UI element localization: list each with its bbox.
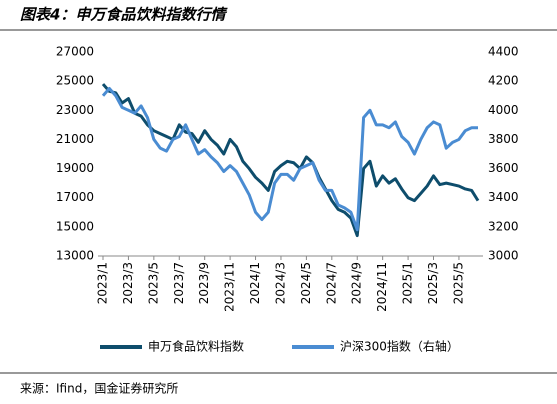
x-tick-label: 2024/11 — [375, 262, 389, 312]
legend-label: 沪深300指数（右轴） — [340, 339, 459, 354]
y-tick-label: 19000 — [56, 161, 94, 175]
x-tick-label: 2023/9 — [197, 262, 211, 304]
legend-label: 申万食品饮料指数 — [148, 339, 244, 354]
x-tick-label: 2025/1 — [401, 262, 415, 304]
x-tick-label: 2023/5 — [146, 262, 160, 304]
y-tick-label: 21000 — [56, 132, 94, 146]
x-tick-label: 2023/11 — [223, 262, 237, 312]
y2-tick-label: 4200 — [488, 74, 519, 88]
y-tick-label: 17000 — [56, 190, 94, 204]
y2-tick-label: 3400 — [488, 190, 519, 204]
y2-tick-label: 3800 — [488, 132, 519, 146]
x-tick-label: 2024/5 — [299, 262, 313, 304]
y-tick-label: 25000 — [56, 74, 94, 88]
x-tick-label: 2025/3 — [426, 262, 440, 304]
x-tick-label: 2023/1 — [96, 262, 110, 304]
y2-tick-label: 3600 — [488, 161, 519, 175]
y-tick-label: 13000 — [56, 249, 94, 263]
x-tick-label: 2024/3 — [273, 262, 287, 304]
y-tick-label: 27000 — [56, 45, 94, 59]
y-tick-label: 23000 — [56, 103, 94, 117]
x-tick-label: 2024/7 — [324, 262, 338, 304]
x-tick-label: 2025/5 — [451, 262, 465, 304]
chart-title: 图表4：申万食品饮料指数行情 — [20, 6, 228, 24]
series-line — [101, 83, 480, 238]
y-tick-label: 15000 — [56, 219, 94, 233]
y2-tick-label: 3000 — [488, 249, 519, 263]
series-line — [101, 86, 478, 232]
y2-tick-label: 3200 — [488, 219, 519, 233]
y2-tick-label: 4400 — [488, 45, 519, 59]
x-tick-label: 2024/1 — [248, 262, 262, 304]
x-tick-label: 2023/7 — [172, 262, 186, 304]
y2-tick-label: 4000 — [488, 103, 519, 117]
x-tick-label: 2024/9 — [350, 262, 364, 304]
x-tick-label: 2023/3 — [121, 262, 135, 304]
source: 来源：Ifind，国金证券研究所 — [20, 381, 178, 396]
